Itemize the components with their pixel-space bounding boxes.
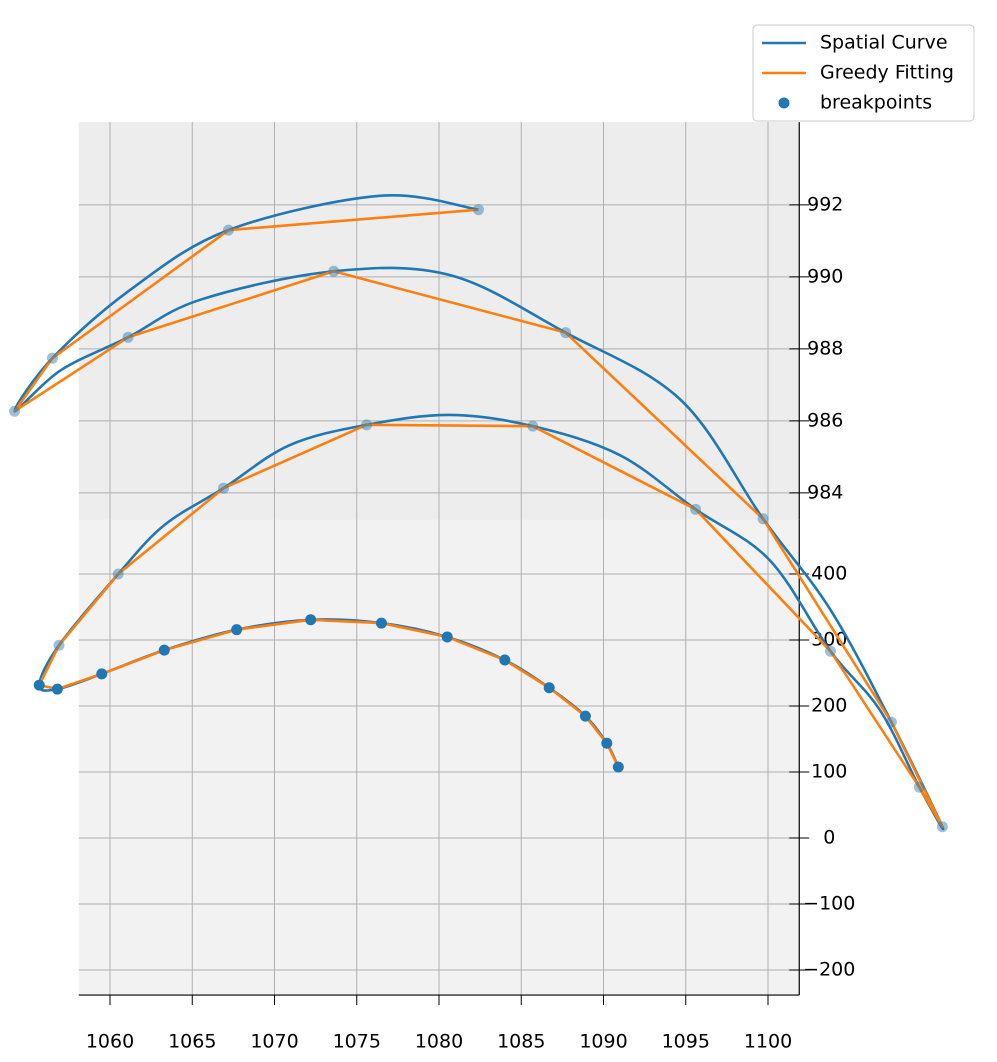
y-tick-label: 100: [811, 761, 847, 783]
plot: [9, 194, 948, 833]
breakpoint: [499, 654, 511, 666]
breakpoint: [361, 419, 373, 431]
legend-label: Greedy Fitting: [820, 62, 954, 84]
breakpoint: [53, 639, 65, 651]
breakpoint: [218, 482, 230, 494]
breakpoint: [757, 513, 769, 525]
z-tick-label: 984: [807, 481, 843, 503]
breakpoint: [690, 503, 702, 515]
legend-label: breakpoints: [820, 92, 932, 114]
breakpoint: [601, 737, 613, 749]
y-tick-label: 400: [811, 563, 847, 585]
x-tick-label: 1075: [333, 1031, 381, 1053]
legend-box: [752, 24, 975, 122]
x-tick-label: 1070: [250, 1031, 298, 1053]
breakpoint: [936, 821, 948, 833]
breakpoint: [579, 710, 591, 722]
breakpoint: [231, 624, 243, 636]
breakpoint: [158, 644, 170, 656]
x-tick-label: 1090: [579, 1031, 627, 1053]
breakpoint: [305, 614, 317, 626]
breakpoint: [33, 679, 45, 691]
breakpoint: [328, 265, 340, 277]
breakpoint: [112, 568, 124, 580]
breakpoint: [441, 631, 453, 643]
legend-swatch: [778, 97, 790, 109]
legend-label: Spatial Curve: [820, 32, 948, 54]
breakpoint: [46, 352, 58, 364]
breakpoint: [825, 645, 837, 657]
breakpoint: [222, 224, 234, 236]
breakpoint: [472, 204, 484, 216]
y-tick-label: −200: [803, 959, 855, 981]
axes: 1060 1065 1070 1075 1080 1085 1090 1095 1100 −200…: [78, 122, 855, 1053]
breakpoint: [375, 617, 387, 629]
breakpoint: [96, 668, 108, 680]
z-tick-label: 990: [807, 265, 843, 287]
breakpoint: [560, 327, 572, 339]
y-tick-label: 200: [811, 695, 847, 717]
z-tick-label: 992: [807, 193, 843, 215]
y-tick-label: 0: [823, 827, 835, 849]
breakpoint: [612, 761, 624, 773]
breakpoint: [51, 683, 63, 695]
x-tick-label: 1085: [497, 1031, 545, 1053]
x-tick-label: 1080: [415, 1031, 463, 1053]
breakpoint: [527, 420, 539, 432]
z-tick-label: 988: [807, 337, 843, 359]
x-tick-label: 1095: [662, 1031, 710, 1053]
z-tick-label: 986: [807, 409, 843, 431]
legend: Spatial Curve Greedy Fitting breakpoints: [752, 24, 975, 122]
x-tick-label: 1065: [168, 1031, 216, 1053]
x-tick-label: 1060: [86, 1031, 134, 1053]
breakpoint: [543, 682, 555, 694]
breakpoint: [885, 716, 897, 728]
grid: [78, 122, 800, 996]
breakpoint: [913, 781, 925, 793]
x-tick-label: 1100: [744, 1031, 792, 1053]
breakpoint: [122, 331, 134, 343]
y-tick-label: −100: [803, 893, 855, 915]
breakpoint: [9, 405, 21, 417]
